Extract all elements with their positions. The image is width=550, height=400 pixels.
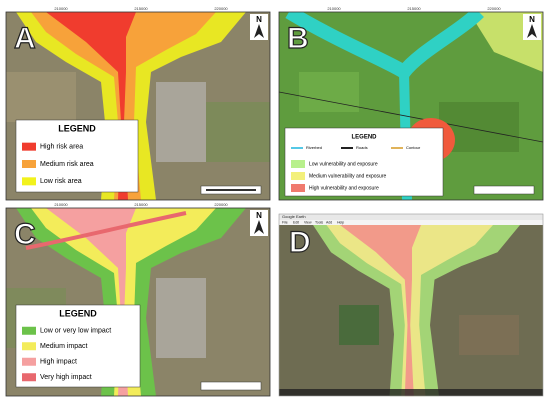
menu-item: Edit: [293, 220, 299, 224]
legend-swatch: [291, 172, 305, 180]
panel-c: C N 210000 215000 220000 LEGEND Low or very lo…: [5, 202, 271, 397]
legend-title: LEGEND: [59, 308, 97, 318]
panel-a: A N 210000 215000 220000 LEGEND High risk area…: [5, 6, 271, 201]
legend-label: Medium risk area: [40, 161, 94, 168]
legend-box: [15, 304, 141, 388]
legend-swatch: [22, 177, 36, 186]
legend-swatch: [22, 160, 36, 168]
map: [279, 225, 543, 397]
legend-swatch: [22, 342, 36, 351]
coordinate-label: 215000: [134, 202, 148, 207]
panel-label: B: [287, 22, 309, 55]
legend-box: [15, 119, 139, 193]
coordinate-label: 210000: [54, 6, 68, 11]
menu-item: File: [282, 220, 288, 224]
legend-swatch: [22, 326, 36, 335]
legend-label: High impact: [40, 359, 77, 366]
coordinate-label: 220000: [214, 202, 228, 207]
north-arrow-shape: [527, 24, 537, 38]
coordinate-label: 215000: [134, 6, 148, 11]
north-arrow: N: [256, 211, 262, 220]
legend-swatch: [22, 357, 36, 366]
legend-label: Low risk area: [40, 178, 82, 185]
legend-swatch: [22, 142, 36, 151]
coordinate-label: 220000: [214, 6, 228, 11]
menu-item: Tools: [315, 220, 323, 224]
legend-swatch: [291, 160, 305, 168]
legend-title: LEGEND: [58, 123, 96, 133]
legend-label: Contour: [406, 145, 421, 150]
legend-swatch: [291, 184, 305, 192]
legend-label: Roads: [356, 145, 368, 150]
legend-swatch: [22, 373, 36, 382]
panel-label: C: [14, 218, 36, 251]
north-arrow-shape: [254, 220, 264, 234]
coordinate-label: 210000: [327, 6, 341, 11]
window-title: Google Earth: [282, 214, 306, 219]
legend-label: High risk area: [40, 144, 83, 151]
legend-title: LEGEND: [351, 135, 377, 141]
legend-label: High vulnerability and exposure: [309, 185, 379, 191]
menu-item: View: [304, 220, 312, 224]
legend-box: [284, 127, 444, 197]
north-arrow: N: [529, 15, 535, 24]
legend-label: Low or very low impact: [40, 328, 111, 335]
menu-item: Help: [337, 220, 344, 224]
legend-label: Medium vulnerability and exposure: [309, 173, 386, 179]
legend-label: Medium impact: [40, 343, 88, 350]
panel-label: D: [289, 226, 311, 259]
panel-b: B N 210000 215000 220000 LEGEND Riverbed Roads C…: [278, 6, 544, 201]
panel-label: A: [14, 22, 36, 55]
coordinate-label: 210000: [54, 202, 68, 207]
north-arrow: N: [256, 15, 262, 24]
menu-item: Add: [326, 220, 332, 224]
legend-label: Very high impact: [40, 374, 92, 381]
legend-label: Low vulnerability and exposure: [309, 161, 378, 167]
legend-label: Riverbed: [306, 145, 322, 150]
coordinate-label: 220000: [487, 6, 501, 11]
north-arrow-shape: [254, 24, 264, 38]
coordinate-label: 215000: [407, 6, 421, 11]
